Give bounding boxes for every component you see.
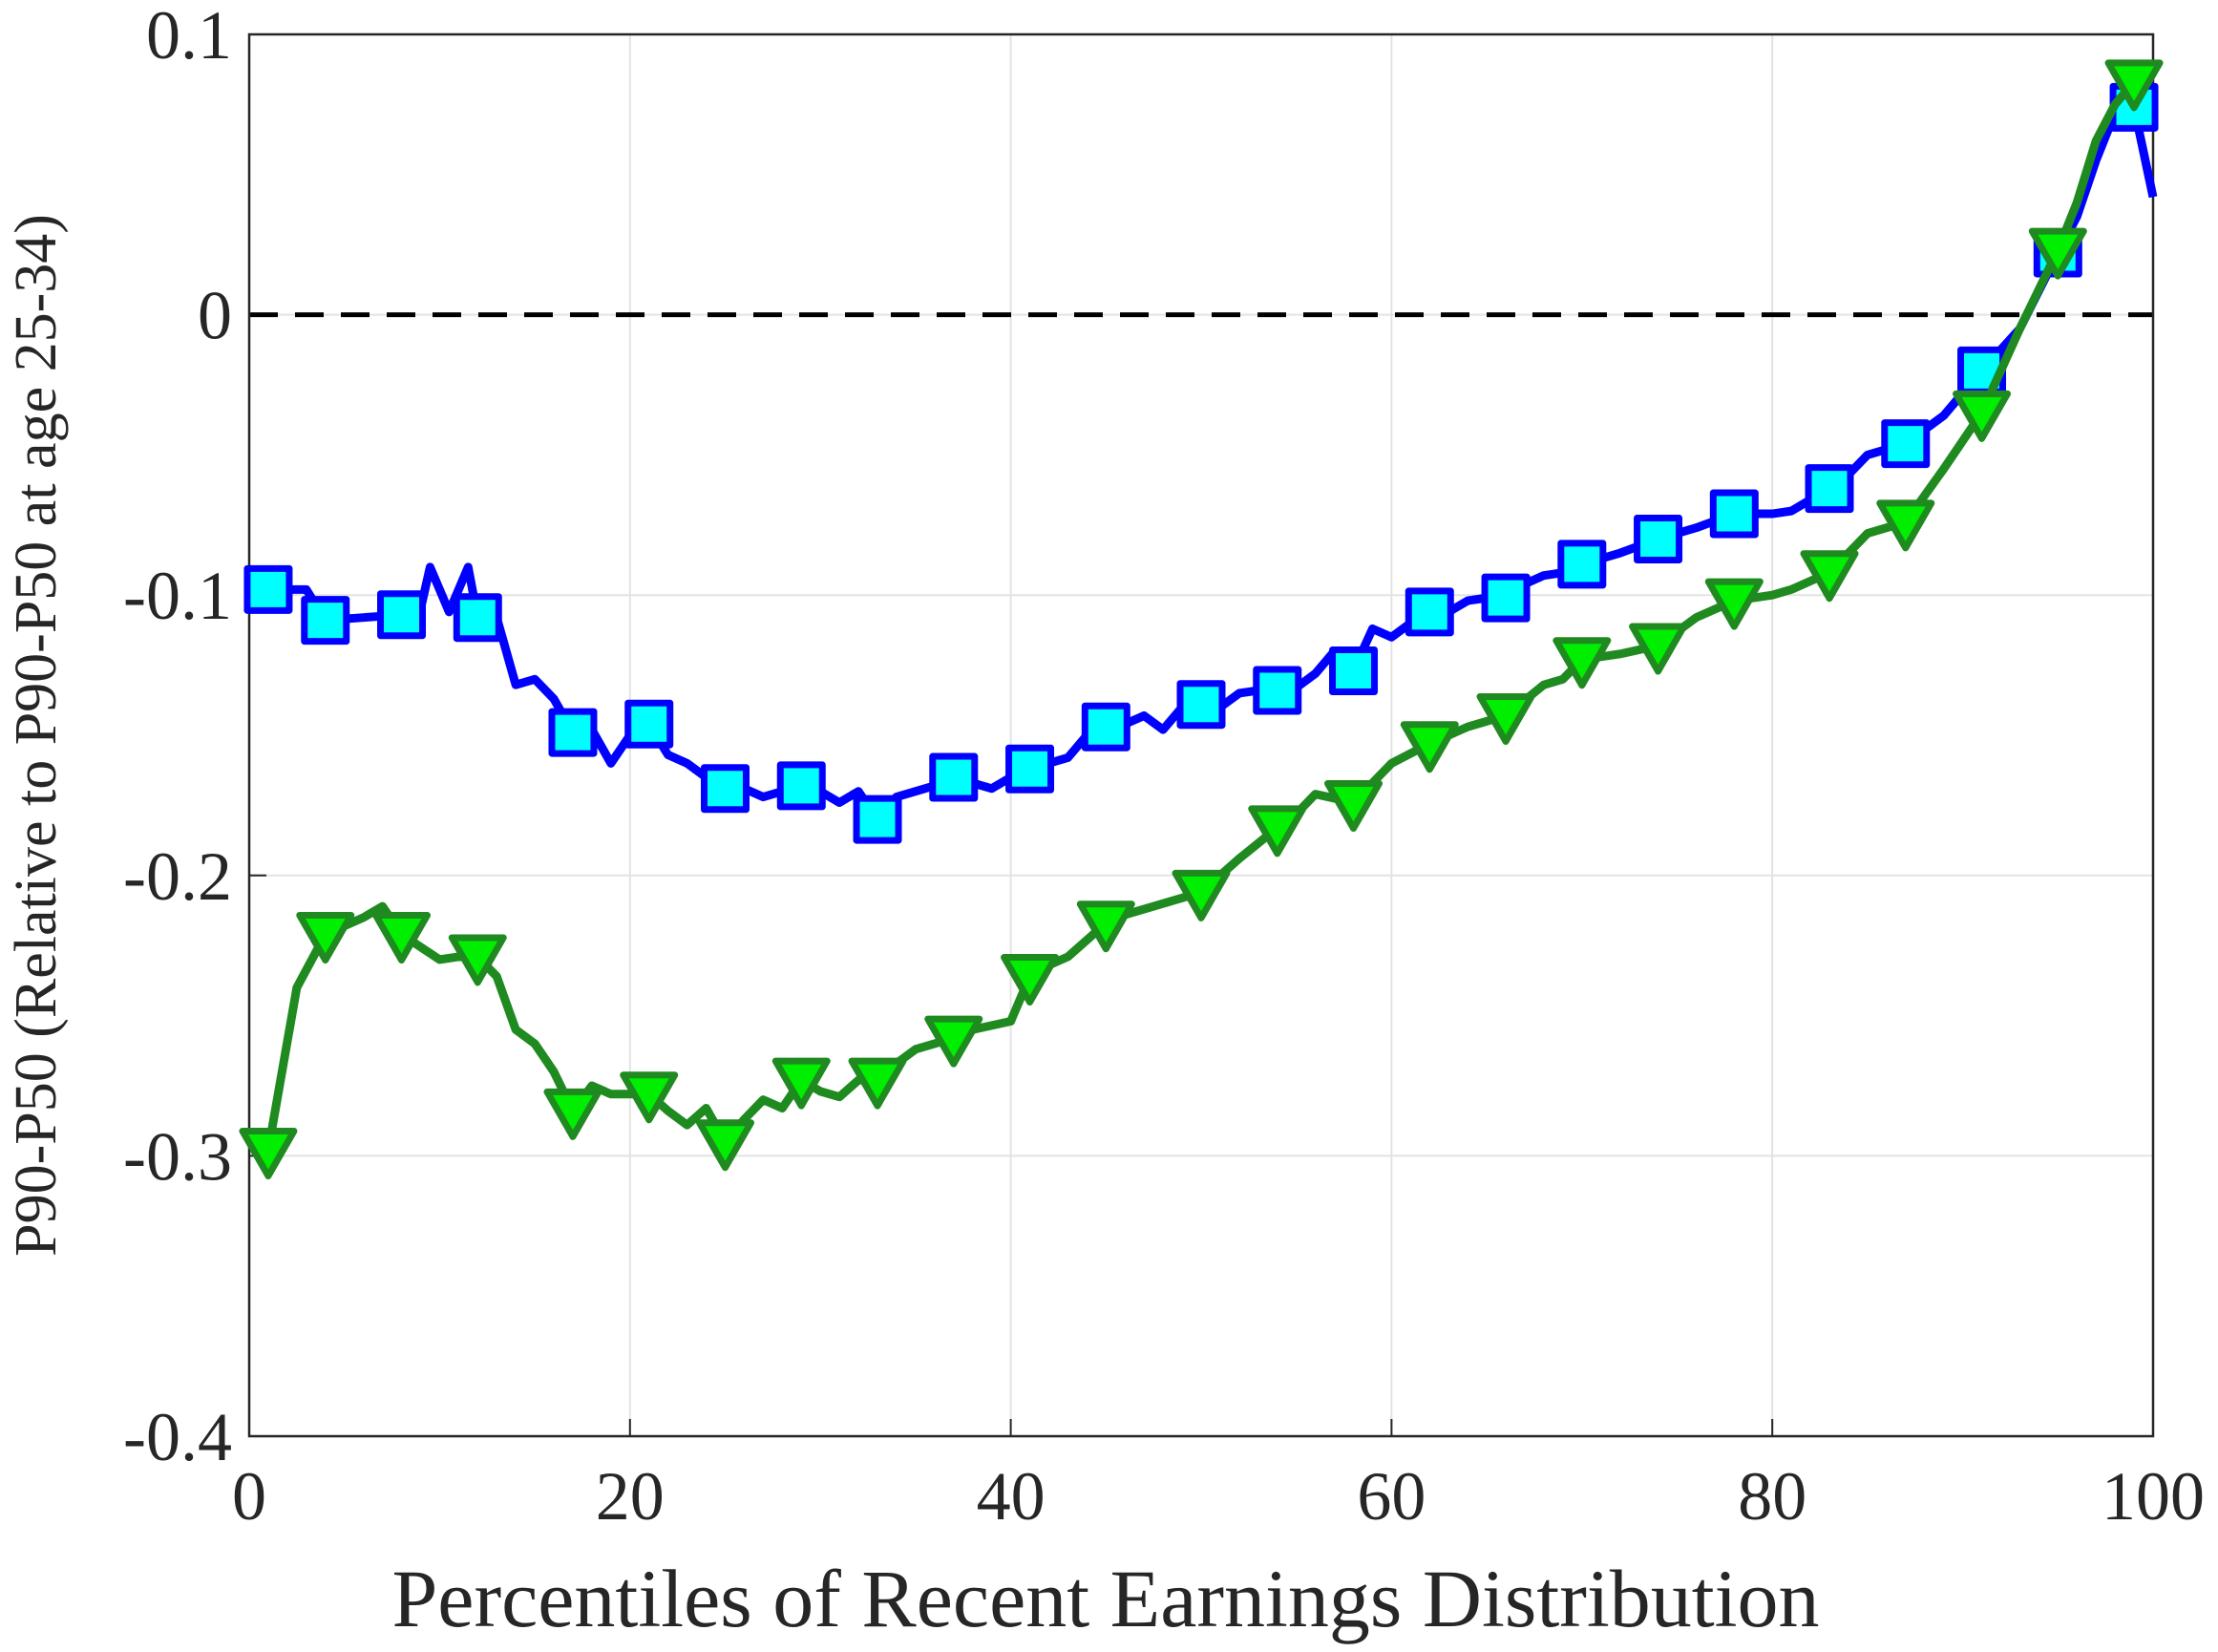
y-tick-label: 0.1: [146, 0, 232, 74]
x-tick-label: 100: [2102, 1458, 2205, 1535]
triangle-marker: [1476, 692, 1535, 745]
square-marker: [1081, 702, 1130, 752]
triangle-marker: [1248, 805, 1307, 858]
triangle-marker: [239, 1128, 298, 1180]
y-tick-label: -0.2: [123, 838, 232, 915]
square-marker: [1253, 666, 1302, 715]
square-marker: [1481, 573, 1531, 623]
triangle-marker: [296, 911, 355, 964]
x-tick-label: 20: [596, 1458, 665, 1535]
plot-frame: [247, 32, 2155, 1438]
triangle-marker: [2104, 59, 2164, 112]
triangle-marker: [620, 1071, 679, 1124]
square-marker: [624, 699, 674, 749]
triangle-marker: [1076, 900, 1135, 953]
square-marker: [377, 590, 427, 640]
x-tick-label: 80: [1738, 1458, 1806, 1535]
x-tick-label: 0: [232, 1458, 266, 1535]
y-tick-label: -0.4: [123, 1399, 232, 1475]
y-axis-label: P90-P50 (Relative to P90-P50 at age 25-3…: [4, 214, 69, 1257]
y-tick-label: -0.3: [123, 1118, 232, 1195]
triangle-marker: [1800, 550, 1859, 603]
square-marker: [1329, 646, 1379, 695]
square-marker: [1005, 744, 1055, 794]
triangle-marker: [1704, 578, 1764, 630]
square-marker: [1557, 540, 1607, 589]
square-marker: [701, 764, 750, 814]
y-tick-label: 0: [198, 278, 232, 354]
square-marker: [1405, 587, 1454, 637]
square-marker: [453, 593, 502, 643]
triangle-marker: [1001, 953, 1060, 1006]
square-marker: [1805, 464, 1854, 514]
triangle-marker: [771, 1057, 831, 1110]
triangle-marker: [1953, 390, 2012, 442]
square-marker: [243, 564, 293, 614]
triangle-marker: [848, 1057, 907, 1110]
square-marker: [1881, 419, 1931, 469]
square-marker: [853, 794, 902, 844]
triangle-marker: [1553, 637, 1612, 689]
triangle-marker: [1629, 623, 1688, 675]
x-axis-label: Percentiles of Recent Earnings Distribut…: [391, 1553, 1819, 1644]
triangle-marker: [1400, 721, 1459, 773]
triangle-marker: [448, 934, 507, 986]
x-tick-label: 40: [977, 1458, 1046, 1535]
triangle-marker: [2028, 227, 2087, 280]
square-marker: [776, 761, 826, 811]
square-marker: [1634, 514, 1683, 563]
triangle-marker: [1876, 499, 1935, 552]
triangle-marker: [372, 911, 432, 964]
triangle-marker: [924, 1015, 983, 1068]
triangle-marker: [696, 1119, 754, 1172]
square-marker: [548, 708, 598, 757]
square-marker: [929, 752, 979, 802]
square-marker: [301, 596, 350, 646]
triangle-marker: [543, 1088, 602, 1140]
triangle-marker: [1324, 779, 1384, 832]
square-marker: [1176, 680, 1226, 730]
x-tick-label: 60: [1357, 1458, 1426, 1535]
triangle-marker: [1172, 869, 1231, 921]
y-tick-label: -0.1: [123, 558, 232, 634]
square-marker: [1709, 489, 1759, 539]
